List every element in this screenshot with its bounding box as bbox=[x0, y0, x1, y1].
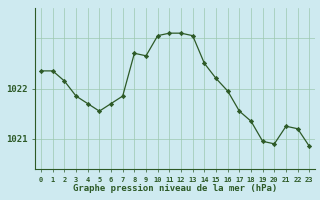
X-axis label: Graphe pression niveau de la mer (hPa): Graphe pression niveau de la mer (hPa) bbox=[73, 184, 277, 193]
